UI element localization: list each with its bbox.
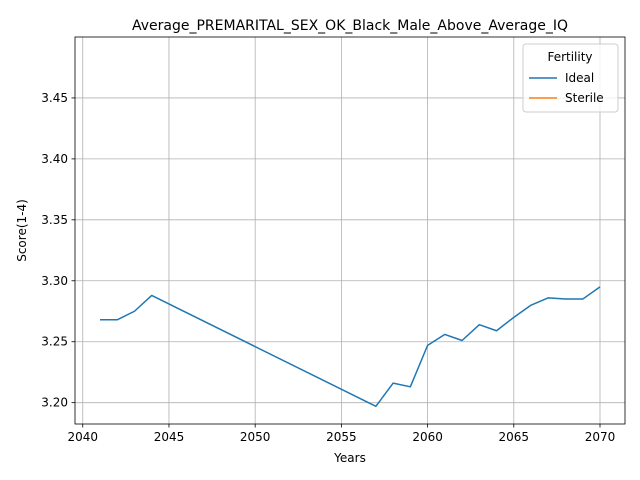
y-axis-ticks: 3.20 3.25 3.30 3.35 3.40 3.45 <box>41 91 75 410</box>
x-tick-label: 2055 <box>326 430 357 444</box>
legend-box <box>522 43 619 113</box>
y-tick-label: 3.30 <box>41 274 68 288</box>
x-tick-label: 2040 <box>67 430 98 444</box>
legend-label-ideal: Ideal <box>565 71 594 85</box>
x-axis-ticks: 2040 2045 2050 2055 2060 2065 2070 <box>67 424 615 444</box>
x-tick-label: 2060 <box>412 430 443 444</box>
legend-label-sterile: Sterile <box>565 91 604 105</box>
plot-frame <box>74 36 626 425</box>
series-lines <box>100 286 601 408</box>
legend-title: Fertility <box>547 50 592 64</box>
y-tick-label: 3.35 <box>41 213 68 227</box>
chart-title: Average_PREMARITAL_SEX_OK_Black_Male_Abo… <box>132 18 568 34</box>
x-axis-label: Years <box>333 451 366 465</box>
y-tick-label: 3.40 <box>41 152 68 166</box>
x-tick-label: 2050 <box>240 430 271 444</box>
grid <box>75 37 625 424</box>
y-axis-label: Score(1-4) <box>15 199 29 262</box>
series-line-ideal <box>100 286 601 408</box>
x-tick-label: 2070 <box>585 430 616 444</box>
legend: Fertility Ideal Sterile <box>522 43 619 113</box>
y-tick-label: 3.20 <box>41 396 68 410</box>
x-tick-label: 2065 <box>499 430 530 444</box>
x-tick-label: 2045 <box>154 430 185 444</box>
y-tick-label: 3.25 <box>41 335 68 349</box>
y-tick-label: 3.45 <box>41 91 68 105</box>
